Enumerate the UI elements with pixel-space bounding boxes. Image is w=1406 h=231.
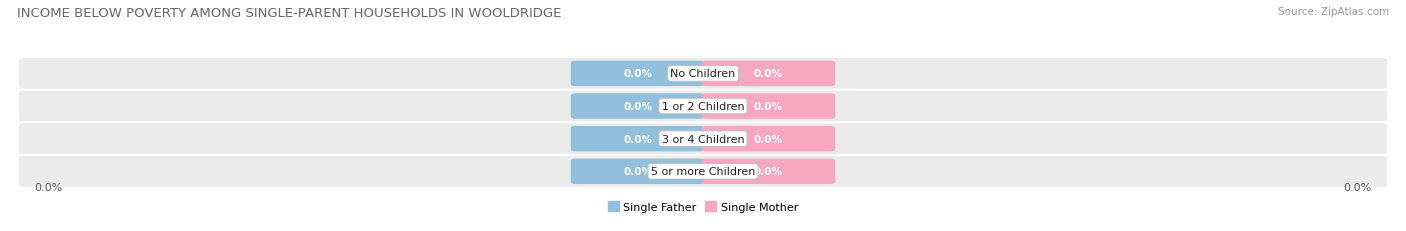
- Text: 0.0%: 0.0%: [754, 134, 783, 144]
- Text: 0.0%: 0.0%: [35, 182, 63, 192]
- Text: Source: ZipAtlas.com: Source: ZipAtlas.com: [1278, 7, 1389, 17]
- Text: 0.0%: 0.0%: [754, 69, 783, 79]
- FancyBboxPatch shape: [571, 126, 704, 152]
- Text: 0.0%: 0.0%: [754, 102, 783, 112]
- Text: 3 or 4 Children: 3 or 4 Children: [662, 134, 744, 144]
- Text: 0.0%: 0.0%: [623, 69, 652, 79]
- Legend: Single Father, Single Mother: Single Father, Single Mother: [603, 197, 803, 216]
- Text: No Children: No Children: [671, 69, 735, 79]
- FancyBboxPatch shape: [702, 159, 835, 184]
- Text: 0.0%: 0.0%: [623, 102, 652, 112]
- FancyBboxPatch shape: [702, 61, 835, 87]
- Text: 0.0%: 0.0%: [623, 134, 652, 144]
- Text: INCOME BELOW POVERTY AMONG SINGLE-PARENT HOUSEHOLDS IN WOOLDRIDGE: INCOME BELOW POVERTY AMONG SINGLE-PARENT…: [17, 7, 561, 20]
- FancyBboxPatch shape: [702, 126, 835, 152]
- Text: 0.0%: 0.0%: [623, 167, 652, 176]
- FancyBboxPatch shape: [18, 59, 1388, 89]
- FancyBboxPatch shape: [18, 156, 1388, 187]
- Text: 0.0%: 0.0%: [1343, 182, 1371, 192]
- FancyBboxPatch shape: [571, 61, 704, 87]
- FancyBboxPatch shape: [702, 94, 835, 119]
- FancyBboxPatch shape: [571, 159, 704, 184]
- FancyBboxPatch shape: [18, 124, 1388, 154]
- Text: 5 or more Children: 5 or more Children: [651, 167, 755, 176]
- FancyBboxPatch shape: [18, 91, 1388, 122]
- Text: 1 or 2 Children: 1 or 2 Children: [662, 102, 744, 112]
- Text: 0.0%: 0.0%: [754, 167, 783, 176]
- FancyBboxPatch shape: [571, 94, 704, 119]
